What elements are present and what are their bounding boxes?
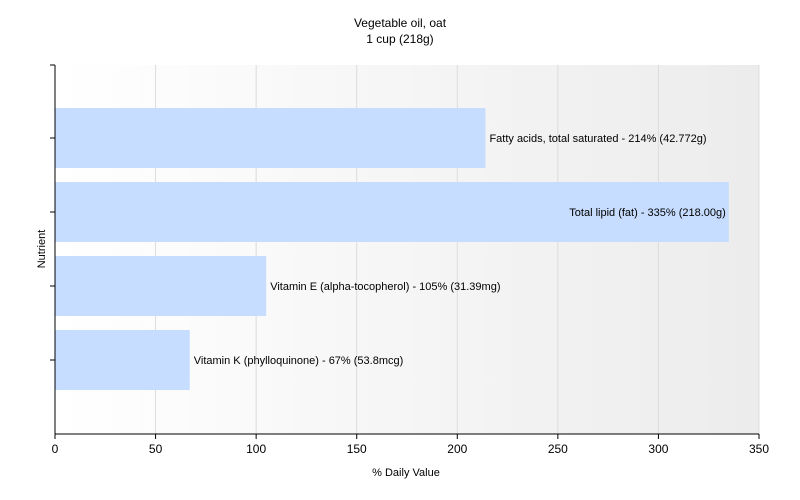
bar xyxy=(55,108,486,168)
x-tick-label: 100 xyxy=(246,442,266,456)
chart-title: Vegetable oil, oat xyxy=(353,16,447,30)
x-tick-label: 250 xyxy=(548,442,568,456)
x-tick-label: 350 xyxy=(749,442,769,456)
bar-data-label: Total lipid (fat) - 335% (218.00g) xyxy=(569,207,726,219)
bar xyxy=(55,330,190,390)
x-tick-label: 0 xyxy=(52,442,59,456)
bar-data-label: Vitamin E (alpha-tocopherol) - 105% (31.… xyxy=(270,281,500,293)
y-axis-title: Nutrient xyxy=(36,230,48,269)
x-axis-title: % Daily Value xyxy=(372,467,440,479)
x-tick-label: 200 xyxy=(447,442,467,456)
x-tick-label: 50 xyxy=(149,442,163,456)
bar xyxy=(55,182,729,242)
bar-data-label: Vitamin K (phylloquinone) - 67% (53.8mcg… xyxy=(194,355,404,367)
x-tick-label: 150 xyxy=(347,442,367,456)
bar-data-label: Fatty acids, total saturated - 214% (42.… xyxy=(489,133,706,145)
bar xyxy=(55,256,267,316)
x-tick-label: 300 xyxy=(648,442,668,456)
chart-subtitle: 1 cup (218g) xyxy=(366,32,434,46)
